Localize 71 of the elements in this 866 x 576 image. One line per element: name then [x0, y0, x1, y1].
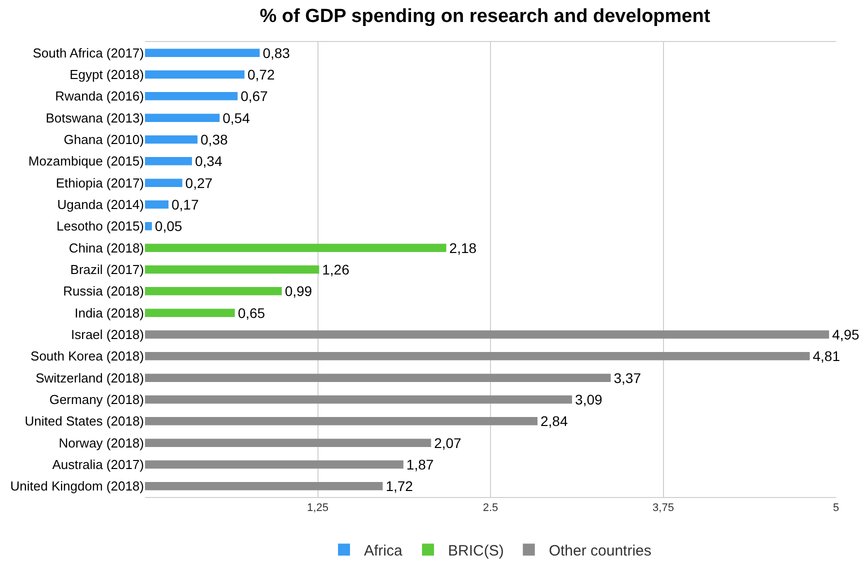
bar [145, 178, 182, 187]
bar [145, 114, 220, 122]
bar [145, 395, 572, 404]
y-tick-label: Egypt (2018) [70, 67, 144, 82]
y-tick-label: United States (2018) [24, 414, 144, 429]
data-label: 0,65 [238, 304, 266, 321]
bar [145, 70, 244, 79]
data-label: 0,54 [222, 110, 250, 126]
data-label: 3,37 [614, 370, 642, 386]
data-label: 1,87 [406, 456, 434, 472]
bar [145, 417, 538, 426]
y-tick-label: Uganda (2014) [57, 197, 144, 212]
y-tick-label: Russia (2018) [63, 284, 144, 299]
bar [145, 222, 152, 230]
y-tick-label: Lesotho (2015) [56, 218, 144, 234]
data-label: 1,26 [322, 262, 350, 278]
data-label: 1,72 [386, 478, 414, 494]
data-label: 4,81 [812, 348, 840, 364]
y-tick-label: South Africa (2017) [32, 45, 144, 60]
data-label: 2,18 [449, 240, 477, 256]
y-tick-label: Germany (2018) [49, 392, 144, 408]
data-label: 2,84 [540, 413, 568, 430]
y-tick-label: Mozambique (2015) [28, 154, 144, 169]
data-label: 0,67 [240, 88, 268, 104]
data-label: 0,34 [194, 153, 222, 170]
data-label: 0,38 [200, 132, 228, 148]
legend-label: Other countries [548, 542, 652, 560]
bar [145, 352, 810, 360]
data-label: 0,83 [262, 44, 290, 61]
bar [145, 482, 383, 490]
y-tick-label: Norway (2018) [58, 435, 144, 450]
legend-label: Africa [364, 542, 403, 560]
y-tick-label: Australia (2017) [52, 457, 144, 472]
y-tick-label: United Kingdom (2018) [10, 478, 144, 494]
y-tick-label: Israel (2018) [71, 327, 144, 342]
bar [145, 157, 192, 166]
bar [145, 374, 611, 382]
bar [145, 135, 198, 144]
bar [145, 287, 282, 296]
data-label: 2,07 [434, 434, 462, 451]
chart-title: % of GDP spending on research and development [260, 6, 711, 27]
y-tick-label: Brazil (2017) [70, 262, 144, 278]
data-label: 0,17 [171, 196, 199, 212]
data-label: 0,05 [154, 218, 182, 234]
y-tick-label: Ghana (2010) [64, 132, 144, 148]
data-label: 3,09 [575, 392, 602, 408]
y-tick-label: Rwanda (2016) [55, 88, 144, 104]
data-label: 0,27 [185, 174, 213, 191]
y-tick-label: South Korea (2018) [30, 348, 144, 364]
y-tick-label: China (2018) [68, 240, 144, 256]
x-tick-label: 2.5 [482, 502, 498, 514]
bar [145, 92, 238, 100]
y-tick-label: Ethiopia (2017) [56, 175, 144, 190]
x-tick-label: 1,25 [307, 502, 328, 514]
bar [145, 460, 404, 469]
bar [145, 200, 168, 209]
bar [145, 244, 446, 252]
bar [145, 48, 260, 57]
bar [145, 438, 432, 447]
bar [145, 308, 235, 317]
bar [145, 330, 830, 339]
bar [145, 265, 320, 274]
data-label: 4,95 [832, 326, 860, 342]
y-tick-label: India (2018) [74, 305, 144, 320]
x-tick-label: 3,75 [652, 502, 674, 514]
y-tick-label: Botswana (2013) [46, 110, 144, 126]
legend-label: BRIC(S) [448, 542, 504, 560]
data-label: 0,72 [248, 66, 275, 82]
data-label: 0,99 [284, 283, 312, 300]
y-tick-label: Switzerland (2018) [36, 370, 144, 386]
x-tick-label: 5 [832, 502, 840, 514]
